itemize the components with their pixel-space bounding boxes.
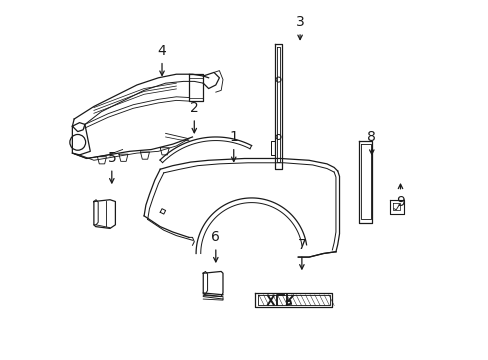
Text: 1: 1: [229, 130, 238, 162]
Text: 2: 2: [189, 101, 198, 133]
Text: 9: 9: [395, 184, 404, 208]
Text: 7: 7: [297, 238, 305, 269]
Text: 8: 8: [366, 130, 375, 154]
Text: 6: 6: [211, 230, 220, 262]
Text: 3: 3: [295, 15, 304, 40]
Text: 4: 4: [157, 44, 166, 75]
Text: 5: 5: [107, 152, 116, 183]
